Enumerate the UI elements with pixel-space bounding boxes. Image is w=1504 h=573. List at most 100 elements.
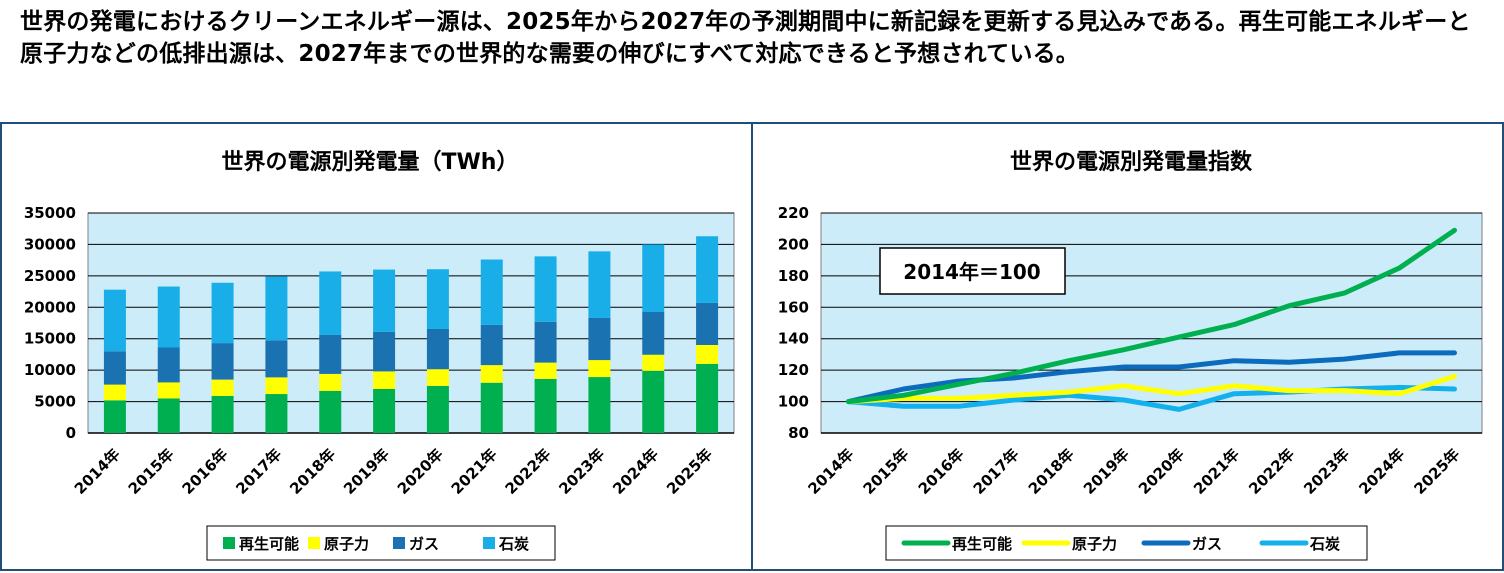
legend-label: 石炭 [1309,535,1340,553]
bar-segment [373,389,396,433]
x-tick-label: 2025年 [663,445,716,498]
bar-segment [480,365,503,383]
legend-label: ガス [409,535,439,553]
bar-segment [319,271,342,335]
index-line-chart-panel: 世界の電源別発電量指数 80 100 120 140 160 180 200 220 2014年＝… [751,122,1504,571]
bar-segment [373,371,396,389]
y-tick-label: 200 [778,235,809,253]
x-tick-label: 2019年 [1080,445,1133,498]
x-tick-label: 2014年 [805,445,858,498]
y-tick-label: 20000 [24,298,76,316]
legend-swatch [223,537,235,549]
bar-segment [480,382,503,433]
y-tick-label: 5000 [34,393,76,411]
y-tick-label: 100 [778,393,809,411]
y-tick-label: 180 [778,267,809,285]
bar-segment [534,321,557,363]
legend-label: 原子力 [324,535,369,553]
stacked-bar-chart: 世界の電源別発電量（TWh） 0 5000 10000 15000 20000 25000 3… [24,150,735,561]
bar-segment [265,340,288,378]
legend-label: 再生可能 [239,535,299,553]
x-tick-label: 2024年 [609,445,662,498]
bar-segment [426,269,449,329]
bar-segment [319,373,342,391]
x-tick-label: 2016年 [179,445,232,498]
y-tick-label: 10000 [24,361,76,379]
y-tick-label: 15000 [24,330,76,348]
x-tick-label: 2023年 [1300,445,1353,498]
legend-label: 石炭 [498,535,529,553]
bar-segment [103,384,126,401]
bar-segment [642,354,665,371]
bar-segment [211,343,234,380]
bar-segment [319,390,342,433]
x-tick-label: 2018年 [286,445,339,498]
x-tick-label: 2025年 [1410,445,1463,498]
x-tick-label: 2015年 [860,445,913,498]
bar-segment [373,269,396,332]
bar-segment [103,400,126,433]
bar-segment [534,378,557,433]
bar-segment [211,379,234,396]
legend-swatch [483,537,495,549]
annotation-box [879,247,1066,295]
bar-segment [157,286,180,348]
bar-segment [103,289,126,352]
y-tick-label: 80 [788,424,809,442]
bar-segment [157,347,180,383]
x-tick-label: 2016年 [915,445,968,498]
series-line [846,350,1457,405]
index-line-chart: 世界の電源別発電量指数 80 100 120 140 160 180 200 220 2014年＝… [778,149,1483,561]
bar-segment [642,312,665,355]
y-tick-label: 160 [778,298,809,316]
y-tick-label: 25000 [24,267,76,285]
bar-segment [211,282,234,344]
x-tick-label: 2020年 [394,445,447,498]
x-tick-label: 2022年 [1245,445,1298,498]
bar-segment [103,351,126,385]
y-tick-label: 30000 [24,235,76,253]
x-tick-label: 2024年 [1355,445,1408,498]
y-tick-label: 120 [778,361,809,379]
bar-segment [265,394,288,433]
bar-segment [588,360,611,378]
bar-segment [534,362,557,379]
x-tick-label: 2023年 [555,445,608,498]
chart-title: 世界の電源別発電量指数 [1010,149,1253,175]
y-tick-label: 220 [778,204,809,222]
bar-segment [319,334,342,374]
bar-segment [588,377,611,433]
headline: 世界の発電におけるクリーンエネルギー源は、2025年から2027年の予測期間中に… [20,9,1471,67]
bar-segment [265,377,288,395]
bar-segment [265,276,288,341]
x-tick-label: 2019年 [340,445,393,498]
plot-area [87,212,735,434]
legend-label: 原子力 [1072,535,1117,553]
bar-segment [157,398,180,433]
annotation-text: 2014年＝100 [903,260,1040,284]
legend-box [206,525,556,561]
series-line [846,227,1457,405]
bar-segment [480,259,503,325]
y-tick-label: 0 [66,424,76,442]
legend-label: 再生可能 [952,535,1012,553]
legend-swatch [393,537,405,549]
stacked-bar-chart-panel: 世界の電源別発電量（TWh） 0 5000 10000 15000 20000 25000 3… [0,122,753,571]
series-line [846,373,1457,405]
bar-segment [426,385,449,433]
y-tick-label: 35000 [24,204,76,222]
x-tick-label: 2021年 [448,445,501,498]
legend-label: ガス [1192,535,1222,553]
chart-title: 世界の電源別発電量（TWh） [222,150,519,175]
bar-segment [696,345,719,364]
x-tick-label: 2014年 [71,445,124,498]
bar-segment [534,256,557,322]
bar-segment [588,251,611,318]
legend-swatch [308,537,320,549]
bar-segment [696,363,719,433]
bar-segment [426,369,449,386]
x-tick-label: 2022年 [502,445,555,498]
x-tick-label: 2020年 [1135,445,1188,498]
bar-segment [642,370,665,433]
bar-segment [157,382,180,399]
